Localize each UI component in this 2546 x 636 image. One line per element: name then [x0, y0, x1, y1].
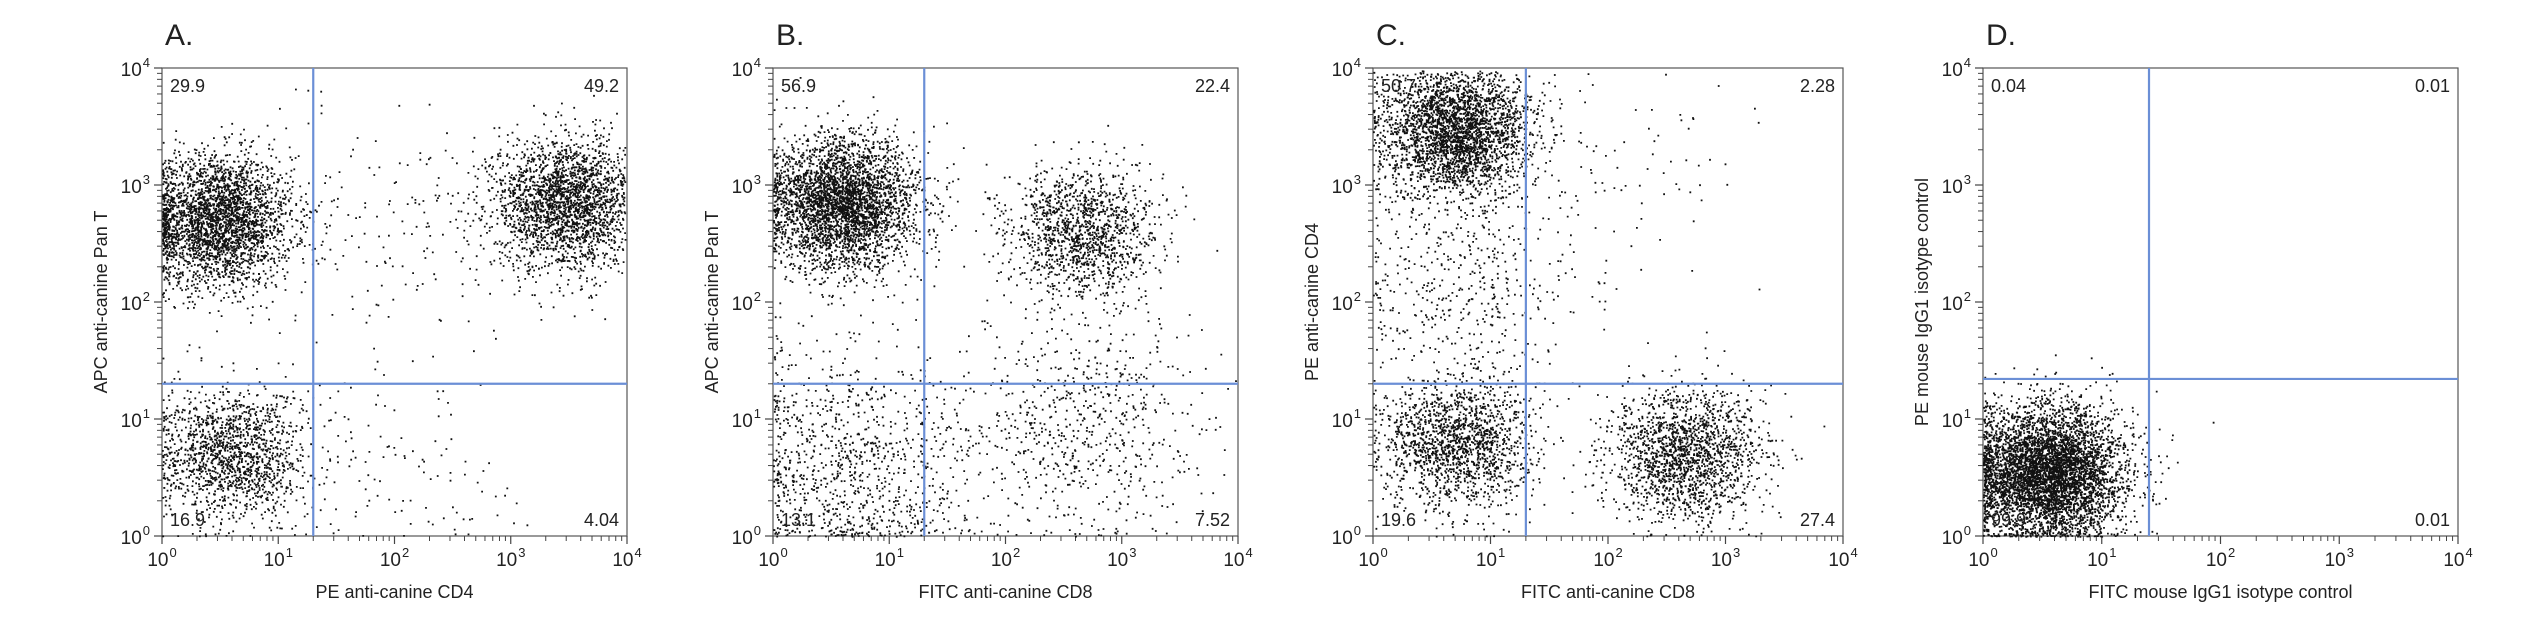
- y-tick-label: 102: [732, 289, 761, 315]
- quadrant-upper-left-label: 50.7: [1381, 76, 1416, 96]
- x-tick-label: 104: [2443, 545, 2472, 571]
- y-tick-label: 101: [121, 406, 150, 432]
- y-tick-label: 104: [732, 55, 761, 81]
- plot-frame: [772, 67, 1239, 537]
- quadrant-lower-right-label: 4.04: [584, 510, 619, 530]
- y-tick-label: 100: [121, 523, 150, 549]
- panel-letter: A.: [165, 19, 193, 52]
- y-tick-label: 103: [732, 172, 761, 198]
- quadrant-lower-right-label: 0.01: [2415, 510, 2450, 530]
- x-tick-label: 102: [380, 545, 409, 571]
- x-tick-label: 103: [1711, 545, 1740, 571]
- y-tick-label: 100: [1332, 523, 1361, 549]
- quadrant-upper-left-label: 29.9: [170, 76, 205, 96]
- x-tick-label: 102: [1593, 545, 1622, 571]
- x-axis-label: PE anti-canine CD4: [315, 582, 473, 602]
- x-tick-label: 101: [264, 545, 293, 571]
- y-tick-label: 101: [732, 406, 761, 432]
- scatter-points: [773, 77, 1237, 538]
- y-tick-label: 101: [1942, 406, 1971, 432]
- quadrant-upper-right-label: 2.28: [1800, 76, 1835, 96]
- x-tick-label: 100: [1968, 545, 1997, 571]
- panel-letter: B.: [776, 19, 804, 52]
- y-axis-label: PE mouse IgG1 isotype control: [1912, 178, 1932, 426]
- x-tick-label: 104: [612, 545, 641, 571]
- quadrant-lower-left-label: 16.9: [170, 510, 205, 530]
- x-axis-label: FITC mouse IgG1 isotype control: [2088, 582, 2352, 602]
- y-tick-label: 104: [121, 55, 150, 81]
- y-axis-label: PE anti-canine CD4: [1302, 223, 1322, 381]
- y-tick-label: 101: [1332, 406, 1361, 432]
- panel-letter: C.: [1376, 19, 1406, 52]
- x-tick-label: 100: [1358, 545, 1387, 571]
- y-axis-label: APC anti-canine Pan T: [702, 211, 722, 394]
- scatter-points: [162, 88, 627, 538]
- plot-frame: [1372, 67, 1844, 537]
- x-tick-label: 104: [1223, 545, 1252, 571]
- quadrant-upper-left-label: 0.04: [1991, 76, 2026, 96]
- quadrant-lower-right-label: 27.4: [1800, 510, 1835, 530]
- x-tick-label: 101: [1476, 545, 1505, 571]
- scatter-points: [1983, 354, 2215, 538]
- quadrant-upper-right-label: 22.4: [1195, 76, 1230, 96]
- quadrant-lower-left-label: 19.6: [1381, 510, 1416, 530]
- quadrant-lower-left-label: 13.1: [781, 510, 816, 530]
- x-tick-label: 100: [758, 545, 787, 571]
- x-axis-label: FITC anti-canine CD8: [1521, 582, 1695, 602]
- y-tick-label: 102: [1332, 289, 1361, 315]
- x-tick-label: 102: [2206, 545, 2235, 571]
- x-tick-label: 104: [1828, 545, 1857, 571]
- y-tick-label: 104: [1332, 55, 1361, 81]
- quadrant-upper-right-label: 0.01: [2415, 76, 2450, 96]
- x-tick-label: 101: [2087, 545, 2116, 571]
- panel-letter: D.: [1986, 19, 2016, 52]
- y-tick-label: 100: [732, 523, 761, 549]
- x-tick-label: 103: [496, 545, 525, 571]
- x-tick-label: 103: [2325, 545, 2354, 571]
- x-tick-label: 103: [1107, 545, 1136, 571]
- y-tick-label: 102: [1942, 289, 1971, 315]
- quadrant-upper-left-label: 56.9: [781, 76, 816, 96]
- y-axis-label: APC anti-canine Pan T: [91, 211, 111, 394]
- y-tick-label: 104: [1942, 55, 1971, 81]
- quadrant-lower-left-label: 99.9: [1991, 510, 2026, 530]
- scatter-points: [1373, 70, 1826, 538]
- quadrant-upper-right-label: 49.2: [584, 76, 619, 96]
- x-tick-label: 101: [875, 545, 904, 571]
- y-tick-label: 103: [1332, 172, 1361, 198]
- y-tick-label: 100: [1942, 523, 1971, 549]
- x-tick-label: 102: [991, 545, 1020, 571]
- quadrant-lower-right-label: 7.52: [1195, 510, 1230, 530]
- y-tick-label: 103: [1942, 172, 1971, 198]
- y-tick-label: 103: [121, 172, 150, 198]
- y-tick-label: 102: [121, 289, 150, 315]
- x-tick-label: 100: [147, 545, 176, 571]
- x-axis-label: FITC anti-canine CD8: [918, 582, 1092, 602]
